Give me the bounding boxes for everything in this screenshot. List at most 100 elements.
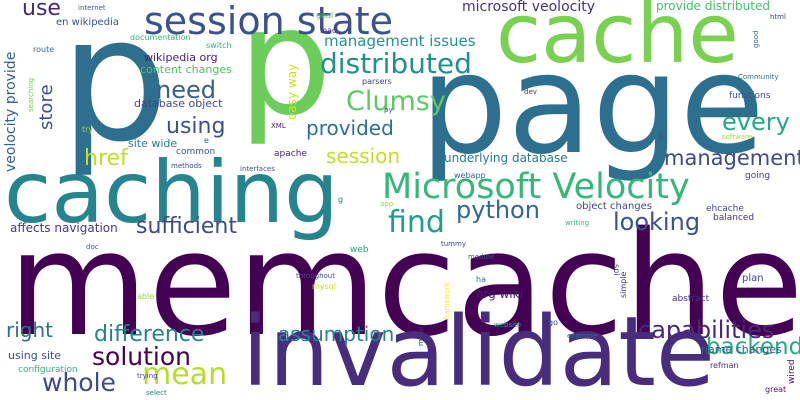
word-xml: XML <box>271 122 286 130</box>
word-e: e <box>204 136 209 145</box>
word-object-changes: object changes <box>576 201 653 212</box>
word-en-wikipedia: en wikipedia <box>56 17 119 28</box>
word-right: right <box>6 318 53 342</box>
word-configuration: configuration <box>18 365 78 375</box>
word-load: load <box>320 26 338 35</box>
word-provided: provided <box>306 116 394 140</box>
word-microsoft-veolocity: microsoft veolocity <box>462 0 595 15</box>
word-refman: refman <box>710 361 739 370</box>
word-app: app <box>380 200 394 208</box>
word-page: page <box>420 24 765 185</box>
word-community: Community <box>738 73 779 81</box>
word-documentation: documentation <box>130 33 191 42</box>
word-easy-way: easy way <box>285 63 299 120</box>
word-website: website <box>494 321 522 329</box>
word-name-changes: name changes <box>701 343 782 356</box>
word-methods: methods <box>171 162 202 170</box>
word-balanced: balanced <box>713 213 755 223</box>
word-g: g <box>338 195 344 204</box>
word-management-issues: management issues <box>324 32 476 50</box>
word-clumsy: Clumsy <box>346 86 446 117</box>
word-apache: apache <box>274 149 307 159</box>
word-mean: mean <box>142 357 228 392</box>
word-invalidate: invalidate <box>242 296 715 400</box>
word-abstract: abstract <box>672 294 710 304</box>
word-looking: looking <box>613 208 701 236</box>
word-use: use <box>22 0 61 21</box>
word-html: html <box>770 13 786 21</box>
word-backend: backend <box>706 334 800 360</box>
word-wikipedia-org: wikipedia org <box>144 51 218 64</box>
word-memcached: memcached <box>8 200 800 368</box>
word-org-wiki: org wiki <box>476 287 523 301</box>
word-ehcache: ehcache <box>706 204 744 214</box>
word-underlying-database: underlying database <box>444 151 568 165</box>
word-ha: ha <box>476 275 486 284</box>
word-sufficient: sufficient <box>136 214 237 239</box>
word-caching: caching <box>4 143 339 243</box>
word-p: p <box>238 0 332 148</box>
word-whole: whole <box>42 368 116 397</box>
word-functions: functions <box>729 91 771 101</box>
word-good: good <box>752 30 760 48</box>
word-try: try <box>82 125 94 134</box>
word-cache: cache <box>496 0 739 82</box>
word-interfaces: interfaces <box>240 165 275 173</box>
word-python: python <box>456 196 540 224</box>
word-py: py <box>384 106 393 114</box>
word-find: find <box>388 205 445 240</box>
word-common: common <box>176 147 216 157</box>
word-doc: doc <box>86 243 99 251</box>
word-software: software <box>722 133 753 141</box>
word-go: go <box>548 318 558 327</box>
word-distributed: distributed <box>320 47 472 80</box>
word-mysql: mysql <box>312 282 336 291</box>
word-spi: spi <box>612 264 621 276</box>
word-p: p <box>60 0 170 180</box>
word-plan: plan <box>742 273 764 284</box>
word-veolocity-provide: veolocity provide <box>3 51 19 172</box>
word-webapp: webapp <box>454 171 486 180</box>
word-simple: simple <box>619 271 628 298</box>
word-every: every <box>722 108 790 136</box>
word-throughout: throughout <box>296 272 335 280</box>
word-route: route <box>33 45 55 54</box>
word-internet: internet <box>78 4 106 12</box>
word-database-object: database object <box>134 97 223 110</box>
word-dev: dev <box>524 88 537 96</box>
word-goal: goal <box>316 11 334 20</box>
word-select: select <box>146 389 167 397</box>
word-session: session <box>326 144 401 168</box>
word-using: using <box>166 114 226 139</box>
word-need: need <box>156 76 216 104</box>
word-solution: solution <box>92 342 191 371</box>
word-assumption: assumption <box>278 322 395 346</box>
word-going: going <box>745 171 771 181</box>
word-provide-distributed: provide distributed <box>656 0 770 13</box>
word-tummy: tummy <box>441 240 466 248</box>
word-session-state: session state <box>144 0 394 43</box>
word-great: great <box>765 385 787 394</box>
word-trying: trying <box>137 372 158 380</box>
word-difference: difference <box>94 322 205 347</box>
word-using-site: using site <box>8 349 62 362</box>
word-capabilities: capabilities <box>638 316 775 344</box>
word-microsoft-velocity: Microsoft Velocity <box>382 167 690 207</box>
word-href: href <box>84 146 128 171</box>
word-wired: wired <box>787 359 797 384</box>
word-content-changes: content changes <box>140 63 232 76</box>
word-parsers: parsers <box>362 77 392 86</box>
word-en: en <box>657 131 665 140</box>
word-store: store <box>36 84 57 130</box>
word-writing: writing <box>565 219 590 227</box>
word-searching: searching <box>27 77 35 112</box>
word-site-wide: site wide <box>128 137 178 150</box>
word-example: example <box>567 332 598 340</box>
word-framework: framework <box>443 282 451 320</box>
word-management: management <box>664 146 800 170</box>
word-web: web <box>350 245 369 255</box>
word-module: module <box>468 253 495 261</box>
word-affects-navigation: affects navigation <box>10 221 118 235</box>
word-able: able <box>137 292 155 301</box>
